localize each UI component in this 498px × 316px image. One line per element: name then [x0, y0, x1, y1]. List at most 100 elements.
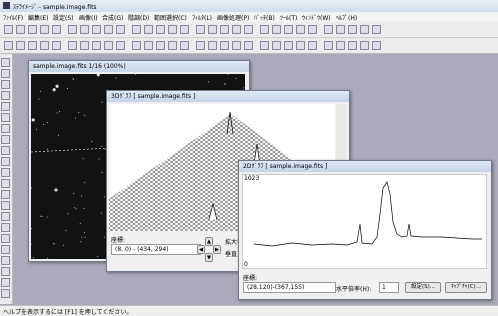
- tool-button[interactable]: [260, 25, 269, 34]
- menu-item[interactable]: ﾍﾙﾌﾟ(H): [336, 13, 357, 22]
- tool-button[interactable]: [308, 41, 317, 50]
- tool-button[interactable]: [360, 25, 369, 34]
- tool-button[interactable]: [336, 25, 345, 34]
- tool-button[interactable]: [132, 25, 141, 34]
- menu-item[interactable]: ﾌｧｲﾙ(F): [3, 13, 23, 22]
- tool-button[interactable]: [284, 25, 293, 34]
- tool-button[interactable]: [360, 41, 369, 50]
- tool-button[interactable]: [208, 41, 217, 50]
- tool-button[interactable]: [1, 201, 10, 210]
- tool-button[interactable]: [16, 25, 25, 34]
- tool-button[interactable]: [16, 41, 25, 50]
- tool-button[interactable]: [1, 146, 10, 155]
- tool-button[interactable]: [68, 41, 77, 50]
- menu-item[interactable]: 階調(D): [128, 13, 149, 22]
- settings-button[interactable]: 設定(S)...: [405, 282, 441, 293]
- tool-button[interactable]: [92, 25, 101, 34]
- tool-button[interactable]: [348, 25, 357, 34]
- tool-button[interactable]: [1, 69, 10, 78]
- tool-button[interactable]: [372, 41, 381, 50]
- graph2d-window[interactable]: 2Dｸﾞﾗﾌ [ sample.image.fits ] 1023 0 座標: …: [238, 160, 492, 300]
- tool-button[interactable]: [196, 41, 205, 50]
- tool-button[interactable]: [116, 41, 125, 50]
- capture-button[interactable]: ｷｬﾌﾟﾁｬ(C)...: [445, 282, 487, 293]
- tool-button[interactable]: [232, 25, 241, 34]
- tool-button[interactable]: [232, 41, 241, 50]
- tool-button[interactable]: [1, 212, 10, 221]
- tool-button[interactable]: [40, 25, 49, 34]
- tool-button[interactable]: [156, 25, 165, 34]
- tool-button[interactable]: [144, 41, 153, 50]
- tool-button[interactable]: [168, 25, 177, 34]
- tool-button[interactable]: [1, 256, 10, 265]
- tool-button[interactable]: [116, 25, 125, 34]
- menu-item[interactable]: ﾂｰﾙ(T): [280, 13, 297, 22]
- tool-button[interactable]: [132, 41, 141, 50]
- tool-button[interactable]: [244, 41, 253, 50]
- tool-button[interactable]: [220, 41, 229, 50]
- h-scale-input[interactable]: 1: [379, 282, 399, 293]
- tool-button[interactable]: [1, 91, 10, 100]
- tool-button[interactable]: [180, 25, 189, 34]
- tool-button[interactable]: [308, 25, 317, 34]
- tool-button[interactable]: [296, 41, 305, 50]
- tool-button[interactable]: [1, 168, 10, 177]
- tool-button[interactable]: [104, 41, 113, 50]
- tool-button[interactable]: [336, 41, 345, 50]
- tool-button[interactable]: [4, 25, 13, 34]
- tool-button[interactable]: [1, 113, 10, 122]
- menu-item[interactable]: ﾌｨﾙﾀ(L): [192, 13, 212, 22]
- tool-button[interactable]: [324, 25, 333, 34]
- tool-button[interactable]: [1, 135, 10, 144]
- tool-button[interactable]: [196, 25, 205, 34]
- tool-button[interactable]: [1, 289, 10, 298]
- menu-item[interactable]: 範囲選択(C): [154, 13, 187, 22]
- tool-button[interactable]: [1, 234, 10, 243]
- tool-button[interactable]: [40, 41, 49, 50]
- menu-item[interactable]: ｳｨﾝﾄﾞｳ(W): [302, 13, 331, 22]
- tool-button[interactable]: [156, 41, 165, 50]
- arrow-up[interactable]: ▲: [205, 237, 213, 246]
- menu-item[interactable]: 設定(S): [53, 13, 74, 22]
- tool-button[interactable]: [1, 58, 10, 67]
- tool-button[interactable]: [1, 245, 10, 254]
- tool-button[interactable]: [272, 41, 281, 50]
- tool-button[interactable]: [52, 25, 61, 34]
- tool-button[interactable]: [144, 25, 153, 34]
- tool-button[interactable]: [244, 25, 253, 34]
- tool-button[interactable]: [208, 25, 217, 34]
- tool-button[interactable]: [296, 25, 305, 34]
- tool-button[interactable]: [372, 25, 381, 34]
- arrow-left[interactable]: ◀: [197, 245, 205, 254]
- tool-button[interactable]: [80, 41, 89, 50]
- tool-button[interactable]: [1, 157, 10, 166]
- menu-item[interactable]: 画像処理(P): [217, 13, 249, 22]
- tool-button[interactable]: [1, 278, 10, 287]
- tool-button[interactable]: [68, 25, 77, 34]
- tool-button[interactable]: [220, 25, 229, 34]
- tool-button[interactable]: [1, 223, 10, 232]
- tool-button[interactable]: [180, 41, 189, 50]
- menu-item[interactable]: ﾊﾞｯﾁ(B): [254, 13, 275, 22]
- tool-button[interactable]: [1, 179, 10, 188]
- menu-item[interactable]: 画像(I): [79, 13, 97, 22]
- tool-button[interactable]: [1, 80, 10, 89]
- arrow-right[interactable]: ▶: [213, 245, 221, 254]
- tool-button[interactable]: [1, 124, 10, 133]
- tool-button[interactable]: [1, 267, 10, 276]
- tool-button[interactable]: [28, 41, 37, 50]
- tool-button[interactable]: [272, 25, 281, 34]
- tool-button[interactable]: [92, 41, 101, 50]
- tool-button[interactable]: [28, 25, 37, 34]
- arrow-down[interactable]: ▼: [205, 253, 213, 262]
- tool-button[interactable]: [4, 41, 13, 50]
- tool-button[interactable]: [324, 41, 333, 50]
- tool-button[interactable]: [348, 41, 357, 50]
- tool-button[interactable]: [284, 41, 293, 50]
- tool-button[interactable]: [80, 25, 89, 34]
- tool-button[interactable]: [1, 190, 10, 199]
- menu-item[interactable]: 編集(E): [28, 13, 48, 22]
- tool-button[interactable]: [52, 41, 61, 50]
- tool-button[interactable]: [1, 102, 10, 111]
- tool-button[interactable]: [260, 41, 269, 50]
